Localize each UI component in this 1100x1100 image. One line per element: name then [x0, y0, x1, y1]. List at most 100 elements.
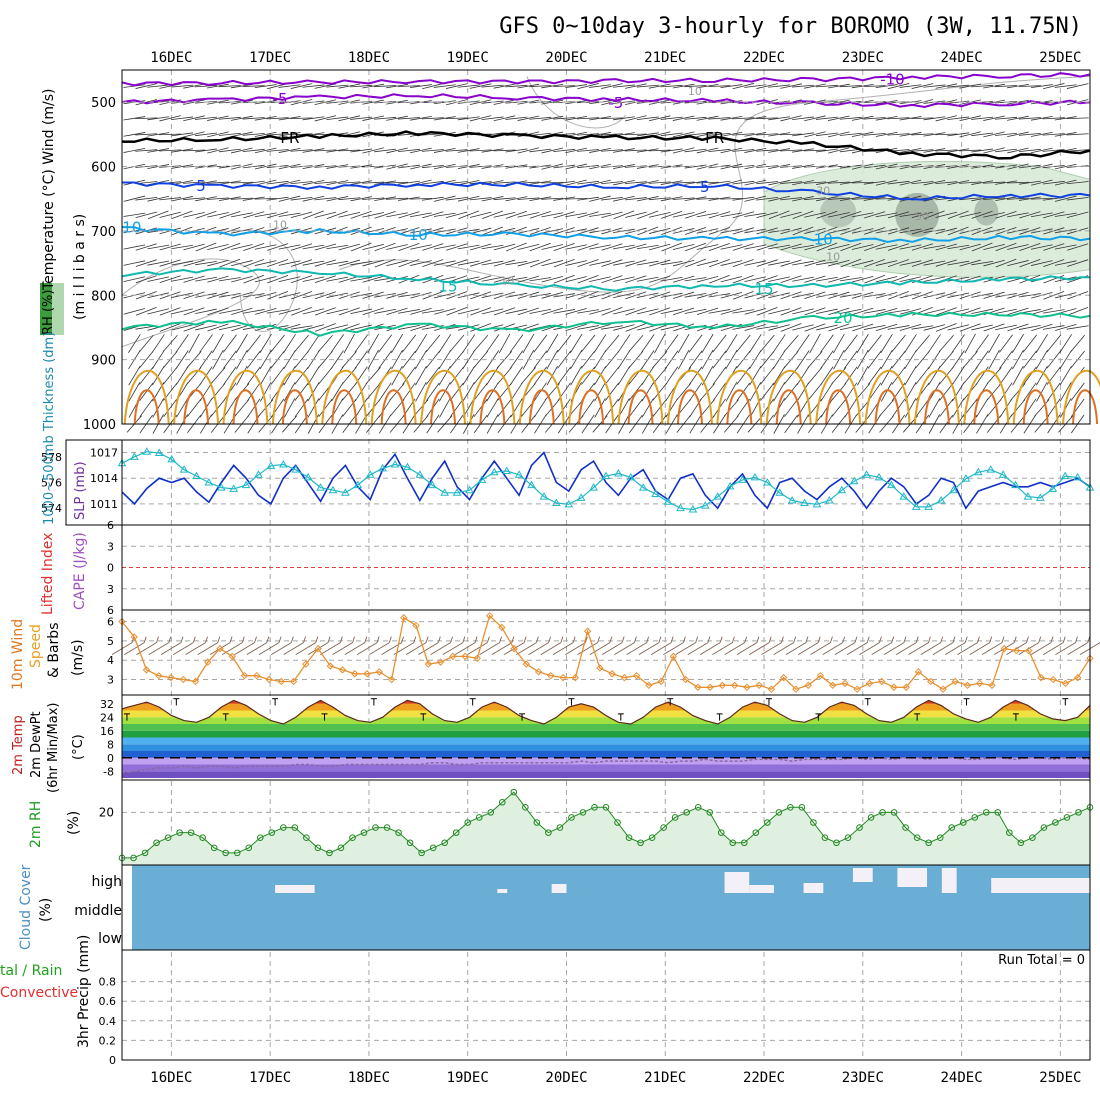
upper-wind-barb: [768, 324, 790, 331]
pressure-tick: 700: [91, 225, 116, 240]
rh2m-fill: [122, 792, 1090, 865]
wind-speed-point: [289, 677, 298, 686]
upper-wind-barb: [971, 210, 993, 219]
warm-contour: [222, 369, 269, 425]
upper-wind-barb: [386, 291, 408, 299]
wind-barb: [846, 642, 868, 656]
cloud-gap: [941, 868, 957, 893]
upper-wind-barb: [1066, 181, 1089, 185]
upper-wind-barb: [756, 291, 778, 300]
upper-wind-barb: [971, 226, 993, 236]
upper-wind-barb: [410, 307, 432, 315]
upper-wind-barb: [911, 325, 934, 330]
cloud-gap: [852, 868, 873, 882]
rh2m-point: [383, 824, 391, 831]
upper-wind-barb: [541, 212, 564, 218]
wind-speed-point: [988, 681, 996, 690]
cloud-label: Cloud Cover: [18, 864, 34, 950]
wind-speed-point: [387, 675, 396, 684]
upper-wind-barb: [625, 259, 647, 267]
upper-wind-barb: [684, 116, 707, 120]
upper-wind-barb: [732, 133, 755, 136]
upper-wind-barb: [688, 366, 703, 385]
upper-wind-barb: [867, 350, 882, 369]
upper-wind-barb: [259, 366, 272, 386]
thickness-point: [812, 499, 822, 508]
upper-wind-barb: [278, 276, 301, 283]
upper-wind-barb: [685, 242, 707, 252]
upper-wind-barb: [660, 148, 683, 153]
upper-wind-barb: [350, 242, 372, 252]
upper-wind-barb: [975, 398, 989, 418]
upper-wind-barb: [792, 292, 814, 298]
upper-wind-barb: [314, 181, 337, 184]
wind-barb-flag: [535, 636, 539, 643]
thickness-point: [316, 483, 325, 491]
upper-wind-barb: [851, 275, 874, 283]
upper-wind-barb: [875, 276, 898, 283]
upper-wind-barb: [720, 292, 743, 299]
upper-wind-barb: [804, 275, 826, 283]
upper-wind-barb: [469, 165, 492, 168]
rh2m-point: [1040, 824, 1048, 831]
upper-wind-barb: [433, 84, 456, 88]
upper-wind-barb: [331, 382, 344, 402]
upper-wind-barb: [123, 116, 146, 121]
upper-wind-barb: [995, 180, 1017, 185]
upper-wind-barb: [314, 149, 337, 152]
upper-wind-barb: [744, 308, 766, 315]
upper-wind-barb: [254, 276, 277, 283]
upper-wind-barb: [654, 333, 666, 354]
thickness-point: [961, 474, 971, 482]
upper-wind-barb: [449, 366, 464, 385]
wind-barb-flag: [621, 636, 625, 643]
upper-wind-barb: [218, 116, 241, 120]
upper-wind-barb: [243, 211, 265, 219]
upper-wind-barb: [433, 116, 456, 121]
temp-tick: 16: [100, 725, 114, 738]
upper-wind-barb: [469, 259, 492, 267]
slp-right-label: SLP (mb): [73, 461, 88, 520]
x-tick-label-bottom: 20DEC: [545, 1070, 587, 1086]
upper-wind-barb: [816, 324, 838, 331]
wind-barb-flag: [1050, 636, 1054, 643]
wind-speed-point: [216, 644, 224, 653]
upper-wind-barb: [397, 117, 420, 120]
upper-wind-barb: [314, 275, 336, 283]
wind-barb-flag: [1013, 636, 1017, 643]
upper-wind-barb: [995, 258, 1017, 268]
wind-speed-point: [449, 652, 457, 661]
upper-wind-barb: [318, 398, 333, 417]
thickness-point: [192, 471, 201, 480]
upper-wind-barb: [278, 244, 301, 250]
thickness-point: [427, 480, 437, 489]
upper-wind-barb: [641, 382, 654, 402]
upper-wind-barb: [720, 260, 743, 266]
wind-barb: [430, 642, 451, 656]
hot-contour: [874, 389, 901, 425]
upper-wind-barb: [844, 382, 858, 402]
wind-barb: [246, 642, 268, 656]
upper-wind-barb: [434, 292, 456, 299]
slp-left-axis-frame: [65, 439, 123, 526]
wind-speed-point: [338, 666, 347, 674]
upper-wind-barb: [875, 100, 898, 105]
upper-wind-barb: [792, 226, 814, 236]
wind-barb: [271, 642, 292, 656]
upper-wind-barb: [708, 117, 731, 120]
wind-speed-point: [571, 673, 580, 682]
rh-label: 10: [500, 274, 514, 287]
wind-barb-flag: [940, 636, 944, 643]
upper-wind-barb: [266, 180, 289, 185]
wind-barb-flag: [719, 636, 723, 643]
thickness-point: [924, 502, 934, 510]
upper-wind-barb: [1067, 243, 1089, 251]
upper-wind-barb: [246, 366, 261, 385]
upper-wind-barb: [935, 165, 958, 168]
wind-barb: [1067, 642, 1088, 656]
thickness-point: [328, 485, 338, 494]
wind-barb: [1043, 642, 1064, 656]
upper-wind-barb: [684, 101, 707, 104]
upper-wind-barb: [915, 398, 930, 418]
upper-wind-barb: [673, 307, 695, 316]
